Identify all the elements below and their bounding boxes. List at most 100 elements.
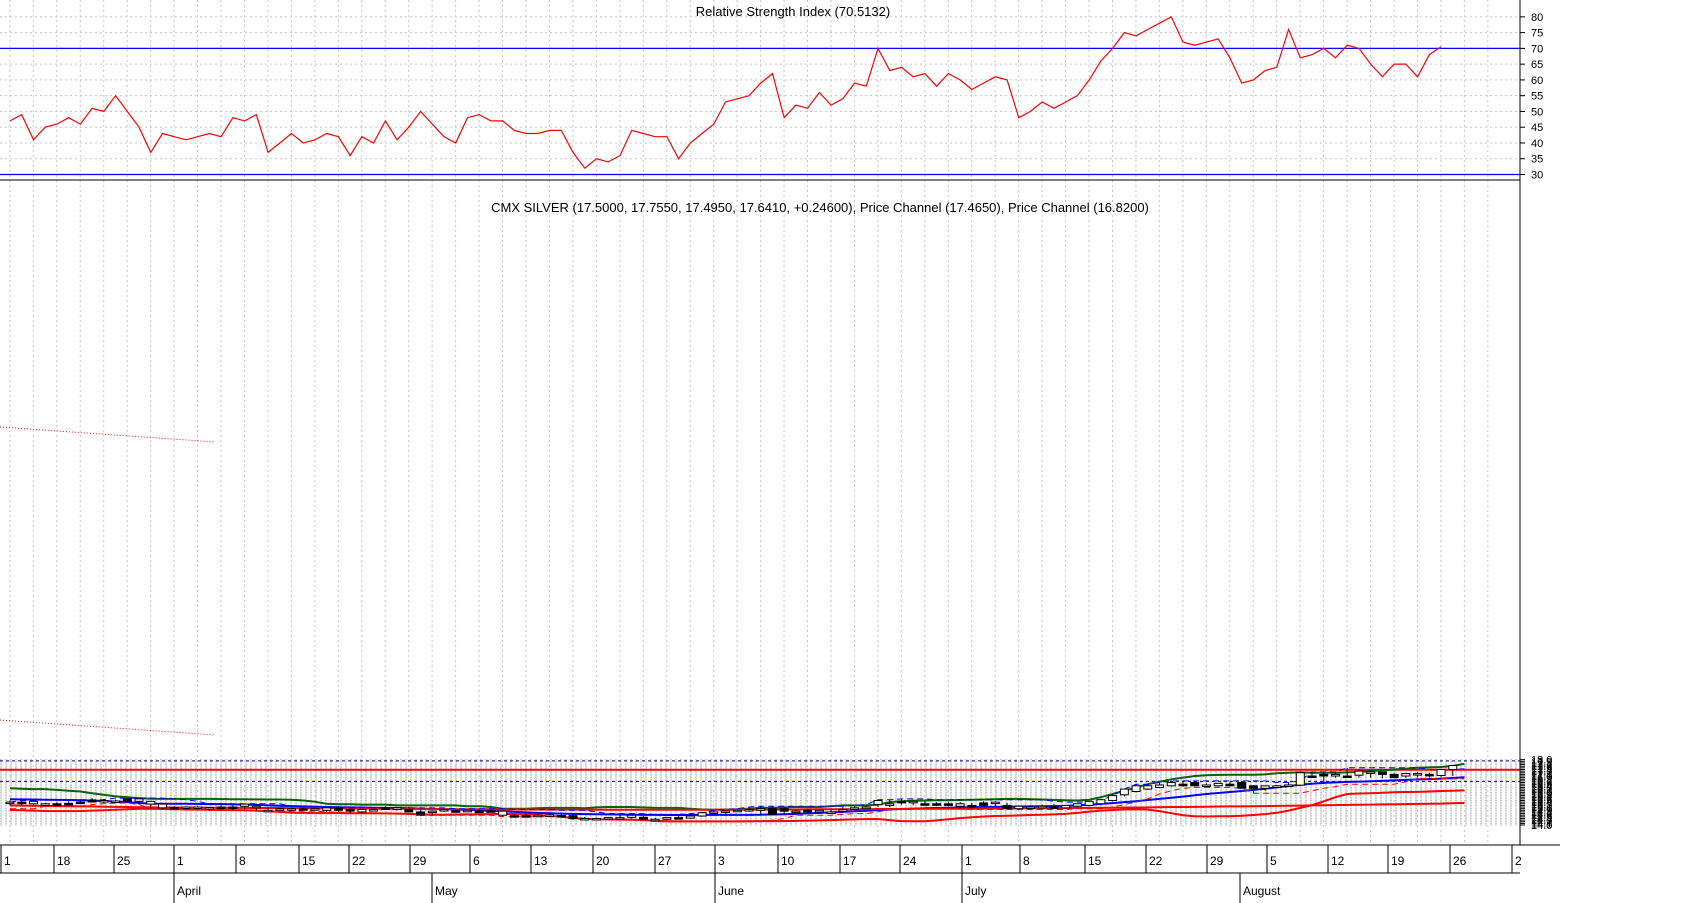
candle (194, 806, 202, 809)
price-tick-label: 18.0 (1531, 755, 1552, 767)
candle-up (112, 801, 120, 803)
candle-up (593, 818, 601, 820)
candle-up (463, 810, 471, 812)
candle-up (264, 810, 272, 812)
rsi-title: Relative Strength Index (70.5132) (696, 4, 890, 19)
day-tick-label: 22 (1149, 854, 1163, 868)
day-tick-label: 15 (302, 854, 316, 868)
candle-down (1343, 776, 1351, 778)
month-label: June (718, 884, 744, 898)
candle-down (18, 802, 26, 804)
candle-down (1378, 772, 1386, 774)
day-tick-label: 22 (352, 854, 366, 868)
candle (182, 806, 190, 809)
candle-up (663, 818, 671, 820)
candle (593, 818, 601, 820)
candle-down (88, 801, 96, 803)
rsi-tick-label: 30 (1531, 170, 1543, 182)
candle-up (428, 811, 436, 813)
candle-up (1355, 771, 1363, 775)
rsi-tick-label: 45 (1531, 122, 1543, 134)
day-tick-label: 29 (413, 854, 427, 868)
day-tick-label: 27 (658, 854, 672, 868)
candle-down (1238, 783, 1246, 789)
candle-down (123, 799, 131, 801)
candle-up (6, 802, 14, 804)
candle-down (557, 816, 565, 818)
candle-up (499, 811, 507, 815)
candle-down (217, 807, 225, 809)
day-tick-label: 25 (117, 854, 131, 868)
candle-down (1320, 774, 1328, 776)
candle (722, 810, 730, 813)
candle-up (1285, 785, 1293, 787)
rsi-tick-label: 70 (1531, 43, 1543, 55)
day-tick-label: 24 (903, 854, 917, 868)
candle-up (956, 804, 964, 806)
day-tick-label: 15 (1088, 854, 1102, 868)
candle-down (381, 808, 389, 810)
candle-up (1027, 807, 1035, 809)
candle (1015, 805, 1023, 809)
candle-down (1003, 805, 1011, 808)
candle-up (288, 809, 296, 811)
rsi-tick-label: 60 (1531, 75, 1543, 87)
candle-up (182, 807, 190, 809)
candle-down (487, 811, 495, 813)
candle-up (1414, 774, 1422, 776)
candle-up (1367, 772, 1375, 774)
candle-up (29, 801, 37, 803)
rsi-tick-label: 50 (1531, 106, 1543, 118)
candle-down (510, 816, 518, 818)
candle-up (1085, 801, 1093, 805)
candle-up (628, 815, 636, 817)
candle-up (886, 804, 894, 806)
candle (1437, 769, 1445, 776)
candle-down (405, 809, 413, 811)
candle-down (299, 809, 307, 811)
candle (1296, 773, 1304, 786)
day-tick-label: 29 (1210, 854, 1224, 868)
candle-up (1261, 786, 1269, 788)
rsi-tick-label: 55 (1531, 91, 1543, 103)
candle-up (440, 809, 448, 811)
candle (1273, 785, 1281, 788)
candle-down (452, 811, 460, 813)
candle-up (135, 799, 143, 801)
day-tick-label: 19 (1391, 854, 1405, 868)
candle-up (1331, 774, 1339, 776)
candle-up (710, 812, 718, 814)
candle-down (1308, 776, 1316, 778)
candle-down (921, 804, 929, 806)
candle (698, 812, 706, 817)
candle-up (874, 801, 882, 805)
candle-up (534, 815, 542, 817)
day-tick-label: 13 (534, 854, 548, 868)
candle-up (1038, 806, 1046, 808)
candle-up (827, 812, 835, 814)
candle-down (675, 818, 683, 820)
candle-up (1273, 786, 1281, 788)
candle-down (53, 804, 61, 806)
candle-down (933, 804, 941, 806)
rsi-grid (0, 0, 1520, 180)
candle-up (581, 818, 589, 820)
candle-up (792, 811, 800, 813)
candle-down (1226, 784, 1234, 786)
candle (1097, 799, 1105, 805)
candle-up (147, 801, 155, 804)
candle-down (1179, 784, 1187, 786)
candle-up (1449, 766, 1457, 770)
candle-up (1109, 796, 1117, 801)
candle-up (757, 809, 765, 811)
candle-up (311, 809, 319, 811)
rsi-tick-label: 75 (1531, 28, 1543, 40)
candle (41, 803, 49, 806)
candle-up (733, 810, 741, 812)
day-tick-label: 1 (177, 854, 184, 868)
candle-up (358, 809, 366, 811)
candle-up (698, 813, 706, 816)
candle-down (968, 805, 976, 807)
candle-up (1144, 786, 1152, 789)
